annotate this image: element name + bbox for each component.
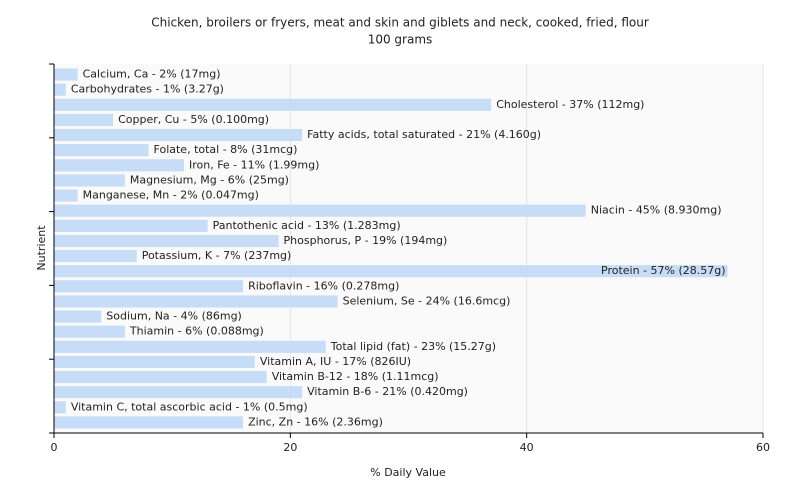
bar-label: Magnesium, Mg - 6% (25mg)	[130, 173, 289, 186]
bar	[54, 189, 78, 202]
bar-label: Thiamin - 6% (0.088mg)	[129, 325, 264, 338]
bar	[54, 219, 208, 232]
bar	[54, 204, 586, 217]
bar-label: Vitamin B-6 - 21% (0.420mg)	[307, 385, 468, 398]
bar-label: Manganese, Mn - 2% (0.047mg)	[83, 189, 259, 202]
bar	[54, 113, 114, 126]
bar	[54, 68, 78, 81]
bar-label: Carbohydrates - 1% (3.27g)	[71, 83, 224, 96]
bar	[54, 401, 66, 414]
bar	[54, 129, 303, 142]
bar	[54, 234, 279, 247]
bar-label: Copper, Cu - 5% (0.100mg)	[118, 113, 269, 126]
bar-label: Cholesterol - 37% (112mg)	[496, 98, 644, 111]
bar-label: Niacin - 45% (8.930mg)	[591, 204, 722, 217]
bar	[54, 371, 267, 384]
bar	[54, 386, 303, 399]
bar-label: Vitamin B-12 - 18% (1.11mcg)	[272, 370, 439, 383]
chart-title: Chicken, broilers or fryers, meat and sk…	[151, 16, 649, 30]
bar	[54, 83, 66, 96]
bar-label: Total lipid (fat) - 23% (15.27g)	[330, 340, 496, 353]
bar	[54, 159, 184, 172]
bar	[54, 295, 338, 308]
bar	[54, 416, 244, 429]
bar-label: Zinc, Zn - 16% (2.36mg)	[248, 415, 383, 428]
bar-label: Riboflavin - 16% (0.278mg)	[248, 279, 399, 292]
bar-label: Potassium, K - 7% (237mg)	[142, 249, 292, 262]
bar-label: Vitamin A, IU - 17% (826IU)	[260, 355, 411, 368]
bar-label: Iron, Fe - 11% (1.99mg)	[189, 158, 319, 171]
bar	[54, 98, 492, 111]
bar	[54, 325, 125, 338]
bar-label: Calcium, Ca - 2% (17mg)	[83, 68, 221, 81]
x-tick-label: 20	[283, 441, 297, 454]
x-tick-label: 60	[756, 441, 770, 454]
bar-label: Selenium, Se - 24% (16.6mcg)	[343, 294, 511, 307]
x-axis-label: % Daily Value	[370, 466, 446, 479]
bar-label: Sodium, Na - 4% (86mg)	[106, 310, 242, 323]
bar-label: Phosphorus, P - 19% (194mg)	[284, 234, 448, 247]
bar	[54, 144, 149, 157]
bar	[54, 280, 244, 293]
bar-label: Folate, total - 8% (31mcg)	[154, 143, 298, 156]
bar-label: Vitamin C, total ascorbic acid - 1% (0.5…	[71, 400, 308, 413]
bar-label: Protein - 57% (28.57g)	[601, 264, 726, 277]
bar-label: Fatty acids, total saturated - 21% (4.16…	[307, 128, 541, 141]
bar	[54, 310, 102, 323]
bar	[54, 265, 728, 278]
bar	[54, 355, 255, 368]
bar	[54, 250, 137, 263]
x-tick-label: 0	[51, 441, 58, 454]
bar-label: Pantothenic acid - 13% (1.283mg)	[213, 219, 401, 232]
chart-subtitle: 100 grams	[368, 33, 433, 47]
x-tick-label: 40	[520, 441, 534, 454]
y-axis-label: Nutrient	[35, 225, 48, 271]
bar	[54, 174, 125, 187]
bar	[54, 340, 326, 353]
